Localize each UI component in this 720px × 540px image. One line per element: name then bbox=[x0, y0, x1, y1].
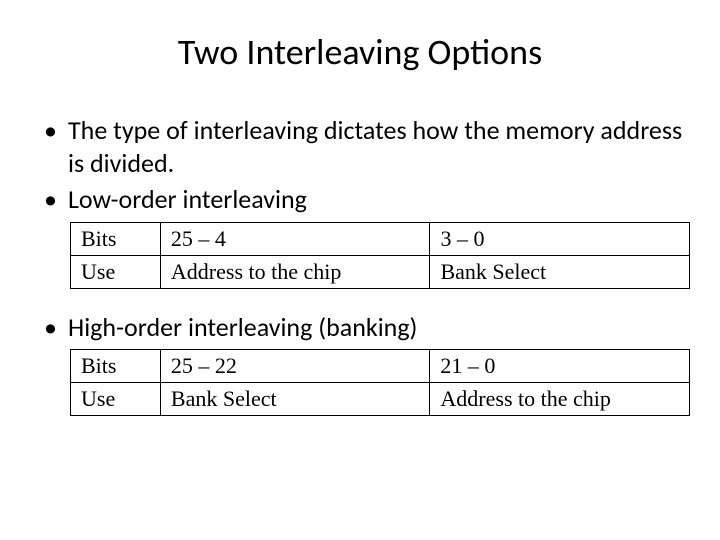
bullet-item: The type of interleaving dictates how th… bbox=[40, 114, 690, 179]
high-order-table: Bits 25 – 22 21 – 0 Use Bank Select Addr… bbox=[70, 349, 690, 416]
table-cell: Bits bbox=[71, 350, 161, 383]
table-cell: 21 – 0 bbox=[430, 350, 690, 383]
table-cell: Use bbox=[71, 255, 161, 288]
table-cell: Bank Select bbox=[160, 383, 430, 416]
table-cell: Address to the chip bbox=[430, 383, 690, 416]
table-cell: 25 – 22 bbox=[160, 350, 430, 383]
table-cell: 25 – 4 bbox=[160, 222, 430, 255]
table-cell: Use bbox=[71, 383, 161, 416]
table-cell: Bits bbox=[71, 222, 161, 255]
table-row: Use Address to the chip Bank Select bbox=[71, 255, 690, 288]
bullet-item: High-order interleaving (banking) bbox=[40, 311, 690, 344]
table-cell: 3 – 0 bbox=[430, 222, 690, 255]
bullet-list: The type of interleaving dictates how th… bbox=[30, 114, 690, 216]
table-row: Use Bank Select Address to the chip bbox=[71, 383, 690, 416]
table-cell: Bank Select bbox=[430, 255, 690, 288]
slide-title: Two Interleaving Options bbox=[30, 30, 690, 74]
bullet-list: High-order interleaving (banking) bbox=[30, 311, 690, 344]
table-row: Bits 25 – 22 21 – 0 bbox=[71, 350, 690, 383]
low-order-table: Bits 25 – 4 3 – 0 Use Address to the chi… bbox=[70, 222, 690, 289]
table-row: Bits 25 – 4 3 – 0 bbox=[71, 222, 690, 255]
bullet-item: Low-order interleaving bbox=[40, 183, 690, 216]
table-cell: Address to the chip bbox=[160, 255, 430, 288]
